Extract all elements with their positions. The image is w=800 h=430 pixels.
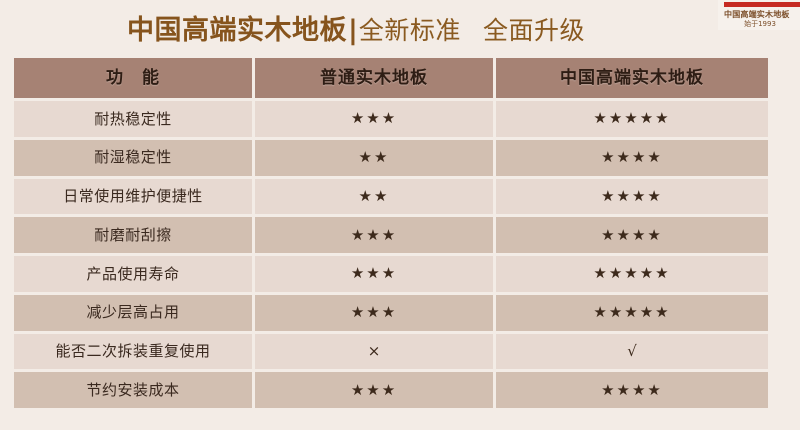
rating-stars: ★★★★★ — [593, 109, 671, 128]
cross-icon: × — [367, 341, 381, 360]
rating-stars: ★★★ — [350, 303, 398, 322]
rating-stars: ★★★★ — [601, 380, 663, 399]
feature-text: 耐热稳定性 — [94, 109, 172, 128]
row-premium-rating: ★★★★ — [496, 139, 768, 176]
column-header-premium: 中国高端实木地板 — [496, 58, 768, 98]
column-header-ordinary: 普通实木地板 — [255, 58, 493, 98]
logo-brand-name: 中国高端实木地板 — [724, 10, 790, 19]
row-ordinary-rating: ★★★ — [255, 101, 493, 137]
check-icon: √ — [627, 341, 637, 360]
row-ordinary-rating: ★★★ — [255, 294, 493, 331]
table-row: 耐热稳定性 ★★★ ★★★★★ — [14, 101, 768, 137]
rating-stars: ★★★★★ — [593, 264, 671, 283]
table-row: 能否二次拆装重复使用 × √ — [14, 333, 768, 370]
rating-stars: ★★★★ — [601, 225, 663, 244]
row-feature-label: 减少层高占用 — [14, 294, 252, 331]
row-premium-rating: ★★★★★ — [496, 101, 768, 137]
row-ordinary-rating: ★★★ — [255, 217, 493, 253]
feature-text: 节约安装成本 — [86, 380, 180, 399]
rating-stars: ★★★ — [350, 109, 398, 128]
logo-red-bar-icon — [724, 2, 800, 7]
feature-text: 日常使用维护便捷性 — [63, 187, 203, 206]
row-feature-label: 耐磨耐刮擦 — [14, 217, 252, 253]
row-ordinary-rating: ★★ — [255, 178, 493, 215]
row-premium-rating: ★★★★ — [496, 178, 768, 215]
rating-stars: ★★ — [358, 148, 390, 167]
rating-stars: ★★★ — [350, 225, 398, 244]
table-row: 耐湿稳定性 ★★ ★★★★ — [14, 139, 768, 176]
title-separator: | — [348, 14, 358, 46]
feature-text: 能否二次拆装重复使用 — [55, 342, 211, 361]
page-header: 中国高端实木地板 | 全新标准 全面升级 中国高端实木地板 始于1993 — [0, 0, 800, 56]
row-premium-rating: ★★★★★ — [496, 256, 768, 292]
row-ordinary-rating: ★★ — [255, 139, 493, 176]
feature-text: 耐湿稳定性 — [94, 148, 172, 167]
logo-since-text: 始于1993 — [744, 20, 776, 28]
rating-stars: ★★★ — [350, 380, 398, 399]
table-row: 减少层高占用 ★★★ ★★★★★ — [14, 294, 768, 331]
row-feature-label: 节约安装成本 — [14, 372, 252, 408]
column-header-feature: 功 能 — [14, 58, 252, 98]
row-feature-label: 产品使用寿命 — [14, 256, 252, 292]
feature-text: 减少层高占用 — [86, 303, 180, 322]
row-premium-rating: √ — [496, 333, 768, 370]
comparison-table: 功 能 普通实木地板 中国高端实木地板 耐热稳定性 ★★★ ★★★★★ 耐湿稳定… — [14, 58, 768, 408]
page-title: 中国高端实木地板 | 全新标准 全面升级 — [0, 10, 712, 50]
row-premium-rating: ★★★★★ — [496, 294, 768, 331]
title-subtext-upgrade: 全面升级 — [482, 15, 585, 45]
title-main-text: 中国高端实木地板 — [127, 14, 348, 46]
table-header-row: 功 能 普通实木地板 中国高端实木地板 — [14, 58, 768, 98]
feature-text: 耐磨耐刮擦 — [94, 225, 172, 244]
title-subtext-standard: 全新标准 — [358, 15, 461, 45]
feature-text: 产品使用寿命 — [86, 264, 180, 283]
row-ordinary-rating: ★★★ — [255, 256, 493, 292]
row-feature-label: 日常使用维护便捷性 — [14, 178, 252, 215]
row-premium-rating: ★★★★ — [496, 372, 768, 408]
row-feature-label: 耐热稳定性 — [14, 101, 252, 137]
brand-logo: 中国高端实木地板 始于1993 — [718, 0, 800, 30]
table-row: 节约安装成本 ★★★ ★★★★ — [14, 372, 768, 408]
table-row: 耐磨耐刮擦 ★★★ ★★★★ — [14, 217, 768, 253]
row-premium-rating: ★★★★ — [496, 217, 768, 253]
row-feature-label: 耐湿稳定性 — [14, 139, 252, 176]
row-feature-label: 能否二次拆装重复使用 — [14, 333, 252, 370]
row-ordinary-rating: ★★★ — [255, 372, 493, 408]
table-row: 产品使用寿命 ★★★ ★★★★★ — [14, 256, 768, 292]
rating-stars: ★★★ — [350, 264, 398, 283]
rating-stars: ★★★★★ — [593, 303, 671, 322]
row-ordinary-rating: × — [255, 333, 493, 370]
table-row: 日常使用维护便捷性 ★★ ★★★★ — [14, 178, 768, 215]
rating-stars: ★★ — [358, 186, 390, 205]
rating-stars: ★★★★ — [601, 148, 663, 167]
rating-stars: ★★★★ — [601, 186, 663, 205]
